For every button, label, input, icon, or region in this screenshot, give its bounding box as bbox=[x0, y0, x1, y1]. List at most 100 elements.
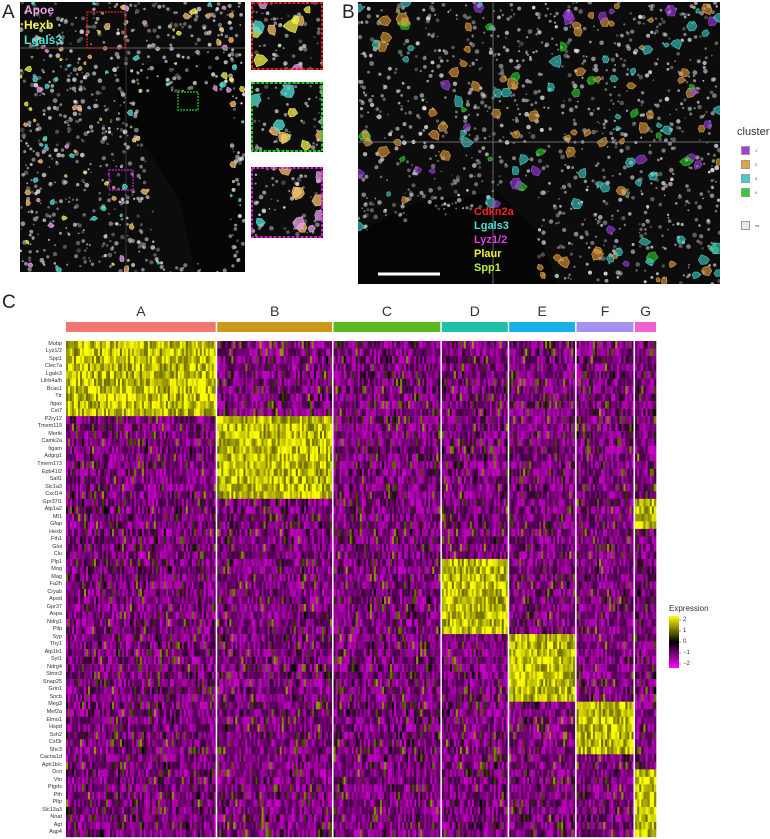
heatmap-cell bbox=[169, 363, 173, 372]
heatmap-cell bbox=[115, 408, 119, 417]
heatmap-cell bbox=[87, 378, 91, 387]
heatmap-cell bbox=[163, 566, 167, 575]
nucleus-dot bbox=[612, 102, 615, 105]
heatmap-cell bbox=[151, 536, 155, 545]
heatmap-cell bbox=[77, 536, 81, 545]
heatmap-cell bbox=[101, 431, 105, 439]
gene-label: Elmo1 bbox=[0, 717, 62, 724]
nucleus-dot bbox=[427, 13, 432, 18]
heatmap-cell bbox=[151, 431, 155, 439]
heatmap-cell bbox=[173, 498, 177, 507]
heatmap-cell bbox=[93, 423, 97, 432]
heatmap-cell bbox=[73, 521, 77, 530]
heatmap-cell bbox=[121, 558, 125, 567]
heatmap-cell bbox=[89, 378, 93, 387]
heatmap-cell bbox=[179, 581, 183, 590]
nucleus-dot bbox=[164, 59, 168, 64]
heatmap-cell bbox=[211, 401, 215, 409]
nucleus-dot bbox=[704, 47, 707, 50]
heatmap-cell bbox=[99, 371, 103, 379]
heatmap-cell bbox=[111, 371, 115, 379]
gene-label: Hexb bbox=[0, 529, 62, 536]
segmented-cell bbox=[182, 12, 191, 20]
heatmap-cell bbox=[183, 536, 187, 545]
heatmap-cell bbox=[97, 431, 101, 439]
heatmap-cell bbox=[123, 371, 127, 379]
nucleus-dot bbox=[618, 172, 622, 176]
heatmap-cell bbox=[119, 401, 123, 409]
heatmap-cell bbox=[185, 371, 189, 379]
nucleus-dot bbox=[533, 90, 538, 95]
heatmap-cell bbox=[187, 581, 191, 590]
nucleus-dot bbox=[641, 113, 645, 117]
nucleus-dot bbox=[156, 75, 159, 78]
nucleus-dot bbox=[149, 260, 154, 265]
heatmap-cell bbox=[141, 431, 145, 439]
heatmap-cell bbox=[81, 378, 85, 387]
heatmap-cell bbox=[179, 566, 183, 575]
heatmap-cell bbox=[191, 401, 195, 409]
nucleus-dot bbox=[488, 135, 491, 138]
nucleus-dot bbox=[620, 132, 625, 136]
heatmap-cell bbox=[97, 363, 101, 372]
heatmap-cell bbox=[135, 521, 139, 530]
heatmap-cell bbox=[213, 371, 217, 379]
nucleus-dot bbox=[506, 165, 509, 167]
nucleus-dot bbox=[227, 20, 232, 25]
segmented-cell bbox=[175, 30, 182, 36]
heatmap-cell bbox=[167, 573, 171, 582]
heatmap-cell bbox=[157, 506, 161, 515]
segmented-cell bbox=[380, 31, 393, 44]
nucleus-dot bbox=[39, 28, 43, 33]
cluster-legend-title: cluster bbox=[737, 126, 769, 138]
nucleus-dot bbox=[626, 188, 629, 191]
segmented-cell bbox=[104, 180, 110, 186]
heatmap-cell bbox=[201, 551, 205, 560]
nucleus-dot bbox=[361, 85, 366, 90]
heatmap-cell bbox=[207, 521, 211, 530]
nucleus-dot bbox=[408, 110, 412, 115]
nucleus-dot bbox=[254, 173, 258, 176]
heatmap-cell bbox=[147, 401, 151, 409]
heatmap-cell bbox=[149, 543, 153, 552]
nucleus-dot bbox=[614, 145, 618, 149]
nucleus-dot bbox=[60, 35, 65, 39]
heatmap-cell bbox=[165, 581, 169, 590]
heatmap-cell bbox=[97, 341, 101, 349]
heatmap-cell bbox=[185, 363, 189, 372]
heatmap-cell bbox=[107, 386, 111, 394]
heatmap-cell bbox=[173, 431, 177, 439]
nucleus-dot bbox=[555, 11, 559, 16]
heatmap-cell bbox=[135, 453, 139, 462]
nucleus-dot bbox=[93, 64, 98, 69]
nucleus-dot bbox=[103, 234, 108, 239]
nucleus-dot bbox=[112, 185, 116, 190]
heatmap-cell bbox=[85, 348, 89, 357]
nucleus-dot bbox=[34, 42, 40, 47]
heatmap-cell bbox=[151, 581, 155, 590]
heatmap-cell bbox=[81, 356, 85, 364]
heatmap-cell bbox=[77, 416, 81, 424]
nucleus-dot bbox=[518, 112, 522, 116]
heatmap-cell bbox=[141, 513, 145, 522]
heatmap-cell bbox=[181, 589, 185, 597]
heatmap-cell bbox=[137, 356, 141, 364]
heatmap-cell bbox=[165, 341, 169, 349]
nucleus-dot bbox=[573, 231, 579, 237]
nucleus-dot bbox=[630, 29, 635, 34]
heatmap-cell bbox=[143, 589, 147, 597]
nucleus-dot bbox=[465, 154, 468, 157]
heatmap-cell bbox=[181, 446, 185, 454]
heatmap-cell bbox=[75, 363, 79, 372]
heatmap-cell bbox=[149, 453, 153, 462]
heatmap-cell bbox=[125, 483, 129, 492]
heatmap-cell bbox=[95, 596, 99, 605]
heatmap-cell bbox=[211, 596, 215, 605]
nucleus-dot bbox=[105, 163, 109, 167]
heatmap-cell bbox=[87, 461, 91, 469]
heatmap-cell bbox=[177, 371, 181, 379]
heatmap-cell bbox=[185, 543, 189, 552]
nucleus-dot bbox=[395, 9, 401, 14]
heatmap-cell bbox=[195, 528, 199, 537]
heatmap-cell bbox=[113, 363, 117, 372]
